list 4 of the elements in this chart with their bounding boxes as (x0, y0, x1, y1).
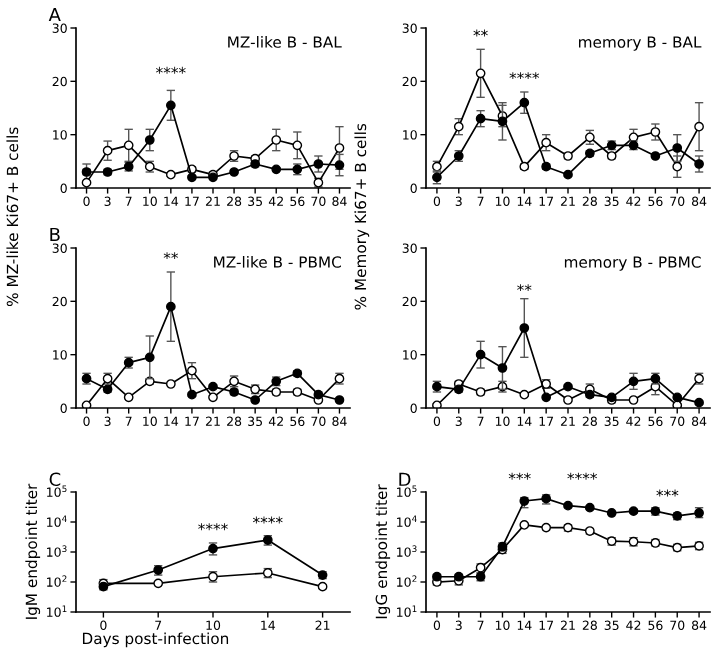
text: C (49, 472, 61, 487)
text: A (48, 7, 61, 22)
text: D (399, 472, 411, 486)
text: B (50, 227, 60, 242)
